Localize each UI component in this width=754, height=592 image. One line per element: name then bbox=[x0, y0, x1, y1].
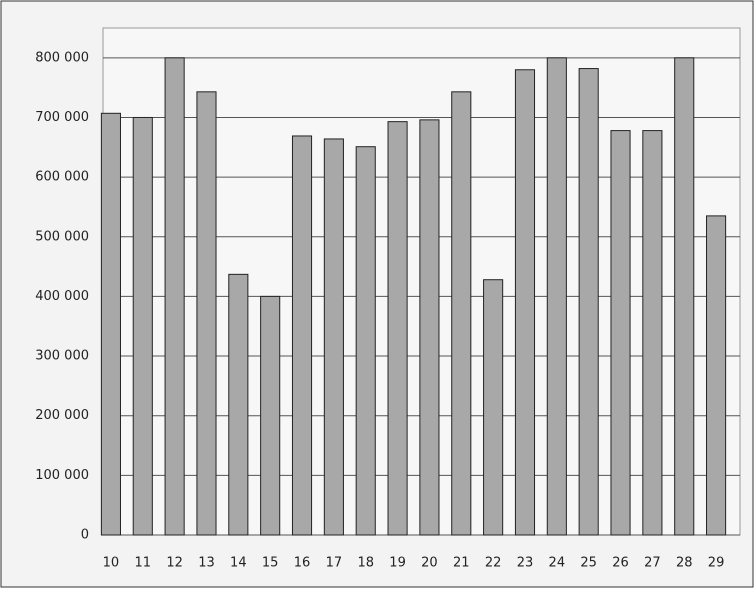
x-tick-label: 17 bbox=[326, 556, 343, 571]
bar bbox=[164, 57, 185, 536]
bar bbox=[483, 279, 504, 536]
x-tick-label: 27 bbox=[644, 556, 661, 571]
x-tick-label: 22 bbox=[485, 556, 502, 571]
bar bbox=[419, 119, 440, 536]
bar bbox=[674, 57, 695, 536]
bar bbox=[132, 116, 153, 536]
y-tick-label: 0 bbox=[81, 528, 89, 543]
x-tick-label: 28 bbox=[676, 556, 693, 571]
bar bbox=[451, 91, 472, 536]
y-tick-label: 100 000 bbox=[35, 468, 89, 483]
x-tick-label: 23 bbox=[517, 556, 534, 571]
bar bbox=[323, 138, 344, 536]
x-tick-label: 19 bbox=[389, 556, 406, 571]
bar bbox=[196, 91, 217, 536]
bar bbox=[260, 295, 281, 536]
bar bbox=[355, 146, 376, 536]
bar bbox=[387, 121, 408, 536]
x-tick-label: 29 bbox=[708, 556, 725, 571]
x-tick-label: 24 bbox=[549, 556, 566, 571]
x-tick-label: 11 bbox=[135, 556, 152, 571]
x-tick-label: 26 bbox=[612, 556, 629, 571]
bar bbox=[228, 273, 249, 536]
x-tick-label: 20 bbox=[421, 556, 438, 571]
x-tick-label: 13 bbox=[198, 556, 215, 571]
bar bbox=[706, 215, 727, 536]
x-tick-label: 21 bbox=[453, 556, 470, 571]
x-tick-label: 16 bbox=[294, 556, 311, 571]
y-tick-label: 800 000 bbox=[35, 50, 89, 65]
bar bbox=[642, 130, 663, 536]
x-tick-label: 14 bbox=[230, 556, 247, 571]
x-tick-label: 25 bbox=[580, 556, 597, 571]
x-tick-label: 18 bbox=[357, 556, 374, 571]
bar bbox=[291, 135, 313, 536]
bar bbox=[610, 130, 631, 536]
bar bbox=[100, 112, 121, 536]
y-tick-label: 200 000 bbox=[35, 408, 89, 423]
bar bbox=[578, 68, 599, 536]
x-tick-label: 10 bbox=[103, 556, 120, 571]
y-tick-label: 400 000 bbox=[35, 289, 89, 304]
bar bbox=[546, 57, 567, 536]
bar bbox=[514, 69, 536, 536]
y-tick-label: 500 000 bbox=[35, 229, 89, 244]
y-tick-label: 700 000 bbox=[35, 110, 89, 125]
x-tick-label: 15 bbox=[262, 556, 279, 571]
x-tick-label: 12 bbox=[166, 556, 183, 571]
y-tick-label: 600 000 bbox=[35, 170, 89, 185]
y-tick-label: 300 000 bbox=[35, 349, 89, 364]
